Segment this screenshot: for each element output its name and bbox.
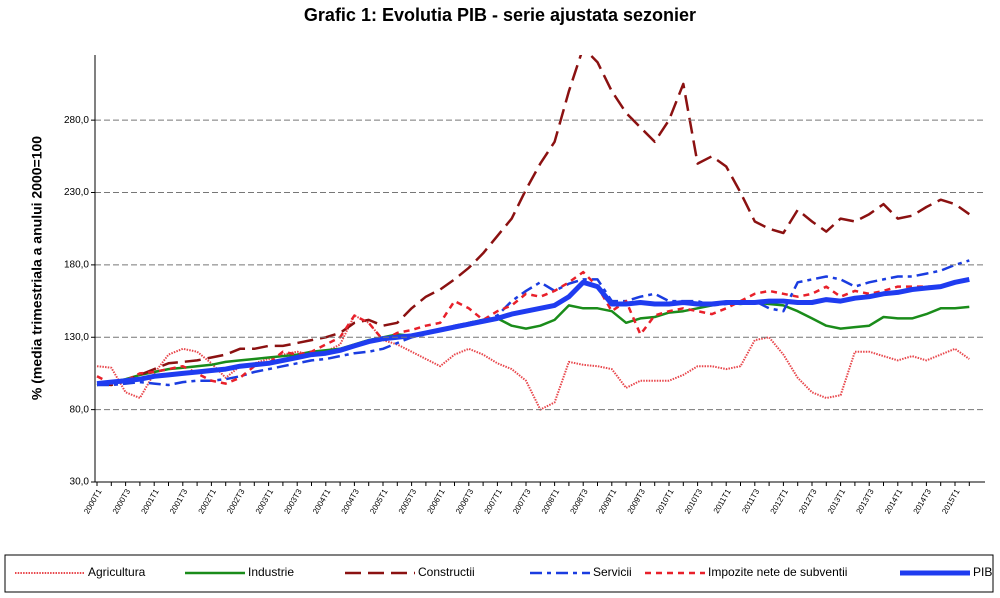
x-tick-label: 2008T1 xyxy=(540,487,562,515)
x-tick-label: 2011T1 xyxy=(712,487,733,515)
legend-label: Agricultura xyxy=(88,565,146,579)
y-tick-label: 30,0 xyxy=(70,477,90,488)
x-tick-label: 2000T3 xyxy=(111,487,133,515)
x-tick-label: 2010T1 xyxy=(654,487,676,515)
legend-label: Constructii xyxy=(418,565,475,579)
series-line xyxy=(96,270,970,385)
legend-label: PIB xyxy=(973,565,992,579)
legend-label: Servicii xyxy=(593,565,632,579)
y-tick-label: 180,0 xyxy=(64,260,89,271)
legend-label: Impozite nete de subventii xyxy=(708,565,847,579)
x-tick-label: 2001T3 xyxy=(168,487,190,515)
series-line xyxy=(96,276,970,387)
y-tick-label: 80,0 xyxy=(70,404,90,415)
x-tick-label: 2002T3 xyxy=(225,487,247,515)
x-tick-label: 2005T3 xyxy=(397,487,419,515)
x-tick-label: 2007T3 xyxy=(511,487,533,515)
x-tick-label: 2003T1 xyxy=(254,487,276,515)
y-axis-label: % (media trimestriala a anului 2000=100 xyxy=(29,136,45,400)
x-tick-label: 2003T3 xyxy=(282,487,304,515)
x-tick-label: 2012T3 xyxy=(797,487,819,515)
x-tick-label: 2000T1 xyxy=(82,487,104,515)
legend-label: Industrie xyxy=(248,565,294,579)
x-tick-label: 2009T1 xyxy=(597,487,619,515)
x-tick-label: 2002T1 xyxy=(197,487,219,515)
x-tick-label: 2013T1 xyxy=(826,487,848,515)
y-tick-label: 130,0 xyxy=(64,332,89,343)
y-tick-label: 230,0 xyxy=(64,187,89,198)
x-tick-label: 2009T3 xyxy=(626,487,648,515)
x-tick-label: 2008T3 xyxy=(568,487,590,515)
series-line xyxy=(97,259,970,387)
x-tick-label: 2001T1 xyxy=(139,487,161,515)
legend-box xyxy=(4,554,994,593)
x-tick-label: 2004T1 xyxy=(311,487,333,515)
chart-title: Grafic 1: Evolutia PIB - serie ajustata … xyxy=(304,5,696,25)
x-tick-label: 2006T3 xyxy=(454,487,476,515)
series-line xyxy=(96,301,970,387)
x-tick-label: 2014T3 xyxy=(912,487,934,515)
plot-area xyxy=(96,55,971,411)
x-tick-label: 2015T1 xyxy=(940,487,962,515)
y-tick-label: 280,0 xyxy=(64,115,89,126)
x-tick-label: 2004T3 xyxy=(340,487,362,515)
series-line xyxy=(96,55,971,387)
x-tick-label: 2007T1 xyxy=(483,487,505,515)
x-tick-label: 2013T3 xyxy=(854,487,876,515)
x-tick-label: 2005T1 xyxy=(368,487,390,515)
x-tick-label: 2006T1 xyxy=(425,487,447,515)
x-tick-label: 2011T3 xyxy=(740,487,761,515)
x-tick-label: 2012T1 xyxy=(769,487,791,515)
x-tick-label: 2014T1 xyxy=(883,487,905,515)
x-tick-label: 2010T3 xyxy=(683,487,705,515)
